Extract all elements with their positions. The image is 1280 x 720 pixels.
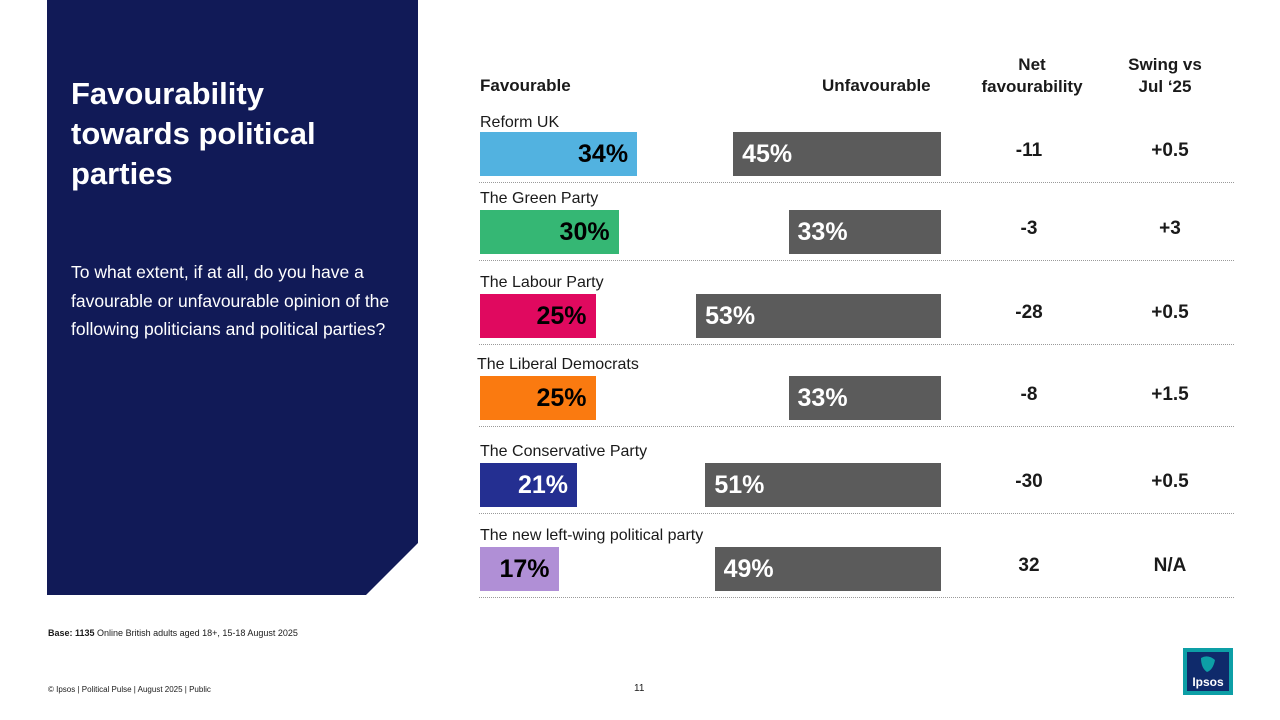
swing-value: N/A [1153,555,1187,576]
net-favourability-header: Net favourability [962,54,1102,98]
base-note-text: Online British adults aged 18+, 15-18 Au… [94,628,298,638]
page-number: 11 [634,683,645,694]
net-favourability-value: 32 [1018,555,1040,576]
unfavourable-bar: 51% [705,463,941,507]
swing-value: +1.5 [1151,384,1189,405]
unfavourable-header: Unfavourable [822,76,931,95]
net-favourability-value: -3 [1020,218,1038,239]
swing-value: +0.5 [1151,302,1189,323]
survey-question: To what extent, if at all, do you have a… [71,262,390,339]
unfavourable-bar: 33% [788,376,941,420]
favourable-bar: 34% [480,132,638,176]
unfavourable-bar: 53% [696,294,941,338]
favourable-bar: 21% [480,463,578,507]
unfavourable-bar: 49% [714,547,941,591]
base-note-bold: Base: 1135 [48,628,95,638]
swing-value: +3 [1159,218,1181,239]
swing-value: +0.5 [1151,140,1189,161]
footer: © Ipsos | Political Pulse | August 2025 … [48,685,211,694]
net-favourability-value: -28 [1015,302,1043,323]
swing-value: +0.5 [1151,471,1189,492]
swing-header: Swing vs Jul ‘25 [1100,54,1230,98]
favourable-bar: 30% [480,210,619,254]
swing-header-line1: Swing vs [1128,55,1202,74]
slide-title: Favourability towards political parties [71,76,316,191]
unfavourable-bar: 33% [788,210,941,254]
party-label: The Conservative Party [480,443,648,460]
base-note: Base: 1135 Online British adults aged 18… [48,628,298,638]
party-label: The new left-wing political party [480,527,704,544]
ipsos-logo: Ipsos [1183,648,1233,695]
logo-mark [1201,656,1215,672]
row-divider [479,344,1234,345]
party-label: The Labour Party [480,274,604,291]
row-divider [479,513,1234,514]
logo-text: Ipsos [1192,675,1224,689]
net-favourability-value: -8 [1020,384,1038,405]
row-divider [479,597,1234,598]
swing-header-line2: Jul ‘25 [1138,77,1192,96]
row-divider [479,426,1234,427]
favourable-bar: 25% [480,376,596,420]
favourable-bar: 17% [480,547,559,591]
net-header-line2: favourability [981,77,1083,96]
favourable-bar: 25% [480,294,596,338]
row-divider [479,182,1234,183]
favourable-header: Favourable [480,76,571,95]
party-label: The Green Party [480,190,599,207]
row-divider [479,260,1234,261]
net-header-line1: Net [1018,55,1046,74]
party-label: Reform UK [480,114,560,131]
unfavourable-bar: 45% [733,132,941,176]
party-label: The Liberal Democrats [477,356,639,373]
net-favourability-value: -11 [1015,140,1043,161]
net-favourability-value: -30 [1015,471,1043,492]
title-panel: Favourability towards political parties … [47,0,418,595]
